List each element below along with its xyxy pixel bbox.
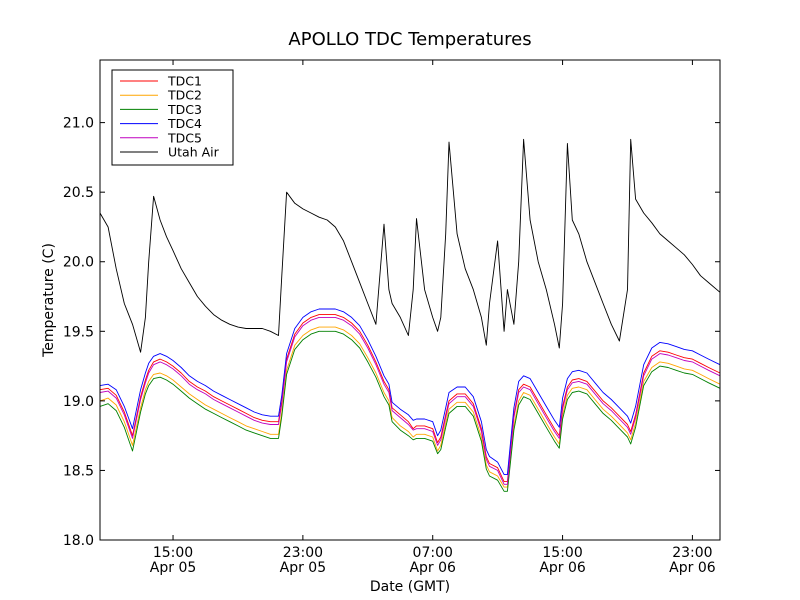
y-tick-label: 18.5 bbox=[63, 463, 94, 479]
series-line-tdc1 bbox=[99, 314, 721, 483]
y-tick-label: 20.5 bbox=[63, 185, 94, 201]
x-tick-label-date: Apr 05 bbox=[280, 560, 326, 576]
x-axis-label: Date (GMT) bbox=[370, 579, 450, 595]
x-tick-label-time: 07:00 bbox=[413, 545, 453, 561]
x-tick-label-date: Apr 06 bbox=[409, 560, 456, 576]
x-tick-label-time: 23:00 bbox=[283, 545, 323, 561]
legend-label: TDC3 bbox=[167, 102, 202, 117]
x-tick-label-date: Apr 05 bbox=[150, 560, 196, 576]
legend-label: TDC5 bbox=[167, 130, 202, 145]
legend-label: TDC1 bbox=[167, 74, 202, 89]
x-tick-label-time: 23:00 bbox=[672, 545, 712, 561]
x-tick-label-date: Apr 06 bbox=[669, 560, 716, 576]
legend-label: TDC4 bbox=[167, 116, 202, 131]
legend-label: TDC2 bbox=[167, 88, 202, 103]
y-axis-label: Temperature (C) bbox=[41, 243, 57, 358]
series-line-tdc3 bbox=[99, 330, 721, 492]
x-tick-label-date: Apr 06 bbox=[539, 560, 586, 576]
series-line-tdc2 bbox=[99, 326, 721, 488]
y-tick-label: 21.0 bbox=[63, 116, 94, 132]
series-line-utah-air bbox=[99, 138, 721, 353]
y-tick-label: 19.5 bbox=[63, 324, 94, 340]
x-tick-label-time: 15:00 bbox=[153, 545, 193, 561]
y-tick-label: 19.0 bbox=[63, 394, 94, 410]
y-tick-label: 18.0 bbox=[63, 533, 94, 549]
chart-title: APOLLO TDC Temperatures bbox=[288, 29, 531, 50]
legend-box bbox=[111, 69, 234, 166]
plot-frame bbox=[99, 59, 721, 541]
series-line-tdc4 bbox=[99, 308, 721, 476]
legend-label: Utah Air bbox=[168, 145, 220, 160]
y-tick-label: 20.0 bbox=[63, 255, 94, 271]
x-tick-label-time: 15:00 bbox=[542, 545, 582, 561]
series-line-tdc5 bbox=[99, 316, 721, 485]
series-layer bbox=[99, 138, 721, 492]
